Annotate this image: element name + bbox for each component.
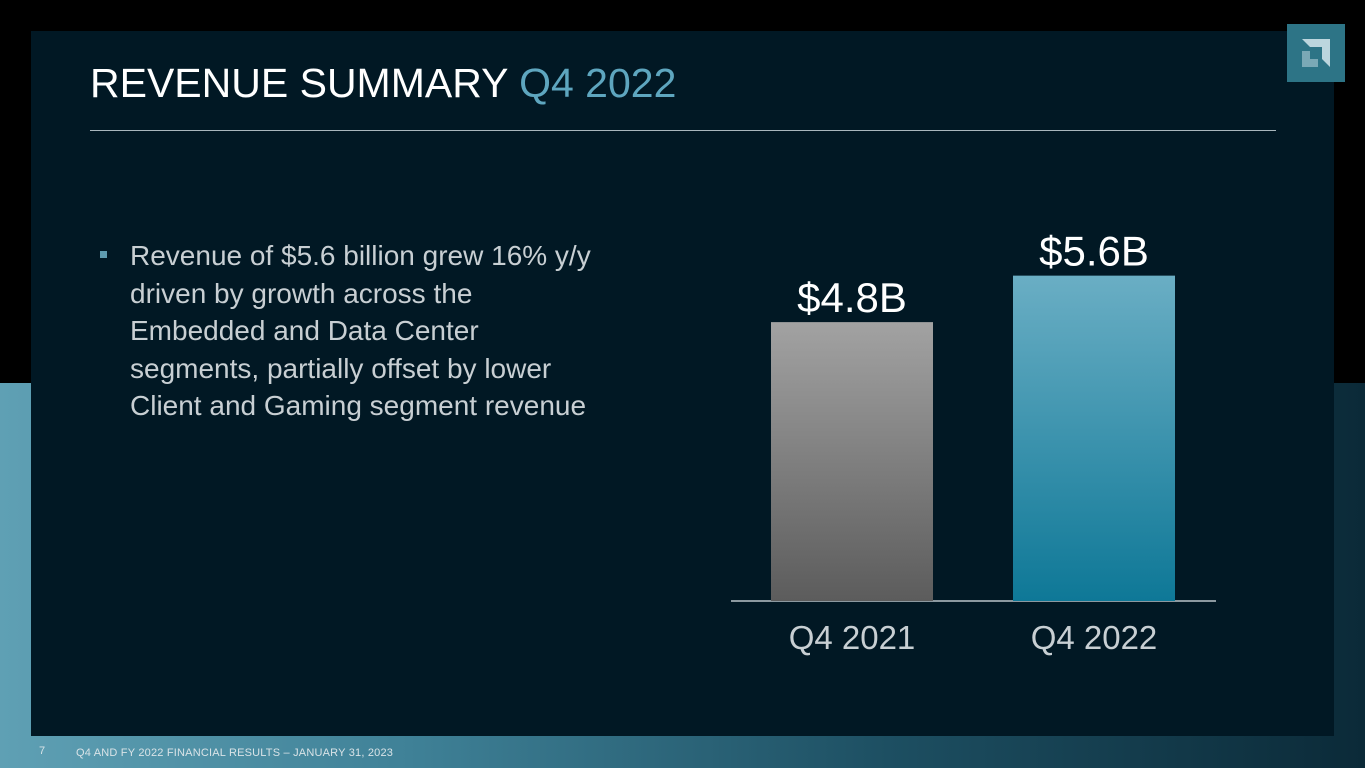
page-number: 7: [39, 745, 46, 757]
page-title: REVENUE SUMMARY Q4 2022: [90, 60, 676, 107]
data-label: $4.8B: [797, 274, 907, 321]
amd-logo-icon: [1287, 24, 1345, 82]
data-label: $5.6B: [1039, 228, 1149, 275]
x-tick-label: Q4 2022: [1031, 619, 1158, 656]
title-divider: [90, 130, 1276, 131]
x-tick-label: Q4 2021: [789, 619, 916, 656]
bar-q4-2022: [1013, 275, 1175, 601]
bar-q4-2021: [771, 322, 933, 601]
footer-text: Q4 AND FY 2022 FINANCIAL RESULTS – JANUA…: [76, 747, 394, 759]
title-main: REVENUE SUMMARY: [90, 60, 508, 106]
bullet-square-icon: [100, 251, 107, 258]
bullet-text: Revenue of $5.6 billion grew 16% y/y dri…: [130, 240, 591, 421]
title-accent: Q4 2022: [519, 60, 677, 106]
